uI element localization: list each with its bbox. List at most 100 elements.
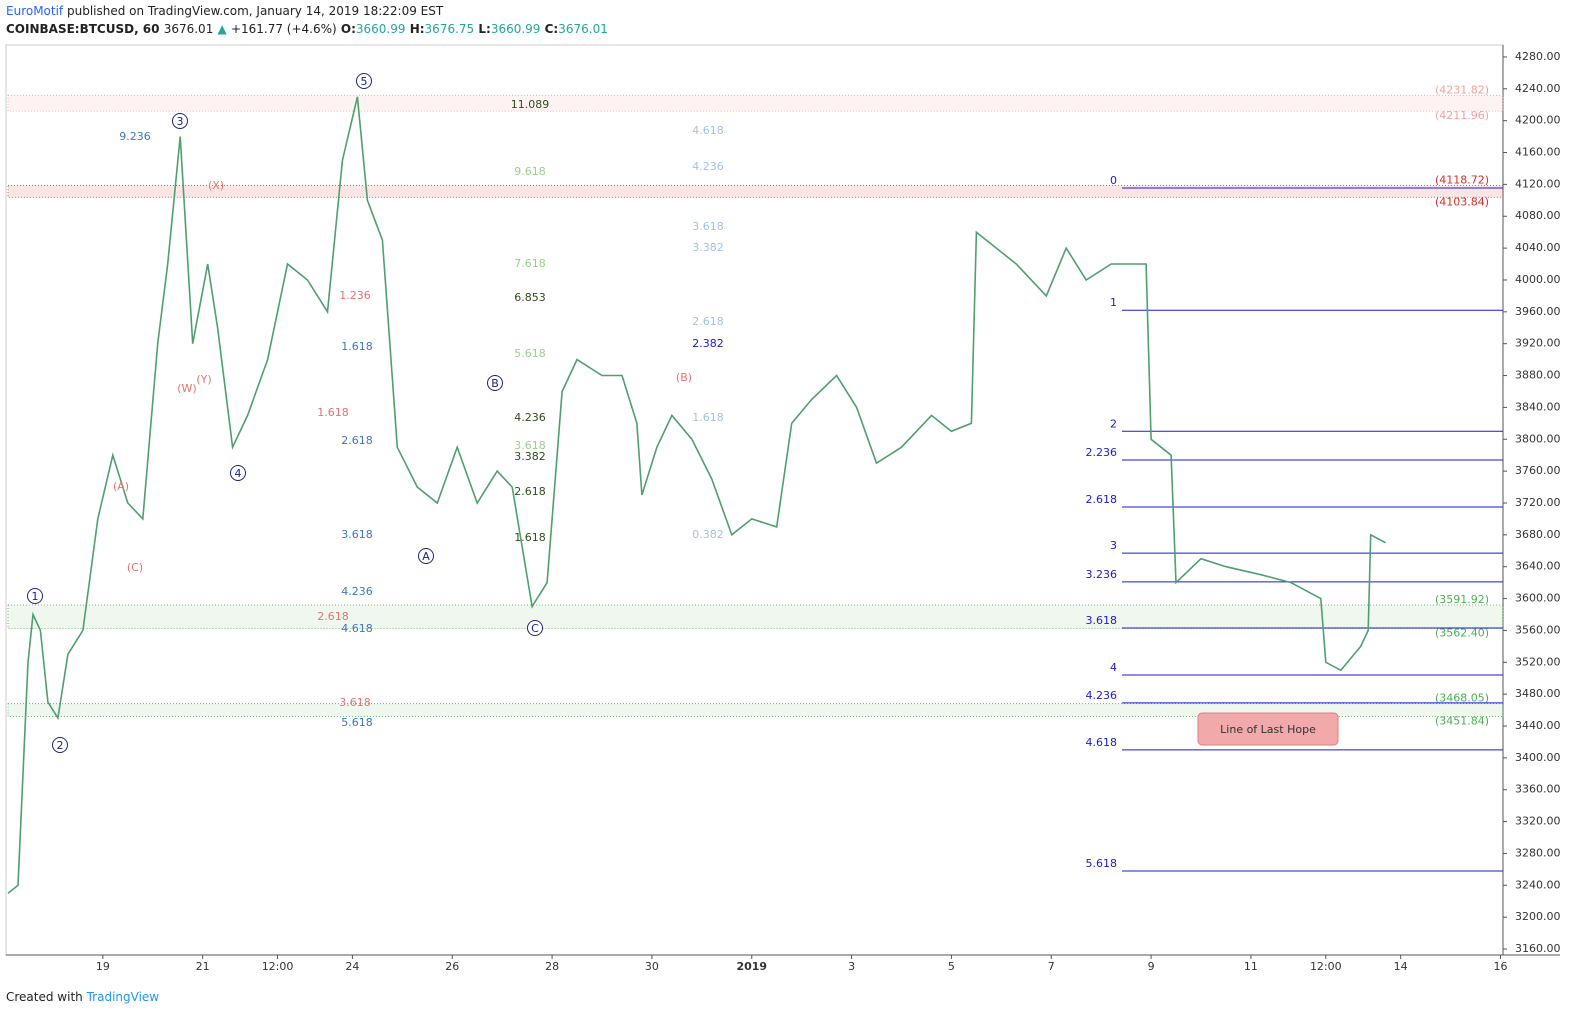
x-tick-label: 5 — [948, 960, 955, 973]
wave-circle — [172, 113, 188, 129]
fib-label: 2.382 — [692, 337, 724, 350]
fib-label: 3.618 — [514, 439, 546, 452]
fib-level-label: 0 — [1110, 174, 1117, 187]
change: +161.77 (+4.6%) — [230, 22, 337, 36]
x-tick-label: 11 — [1244, 960, 1258, 973]
x-tick-label: 12:00 — [1310, 960, 1342, 973]
y-tick-label: 3520.00 — [1515, 655, 1561, 668]
fib-label: 3.618 — [339, 696, 371, 709]
plot-frame — [5, 44, 1504, 956]
x-tick-label: 26 — [445, 960, 459, 973]
symbol: COINBASE:BTCUSD, 60 — [6, 22, 160, 36]
x-tick-label: 3 — [848, 960, 855, 973]
wave-label: 2 — [57, 739, 64, 752]
y-tick-label: 3800.00 — [1515, 432, 1561, 445]
fib-label: 2.618 — [317, 610, 349, 623]
created: Created with — [6, 990, 83, 1004]
fib-level-label: 4.236 — [1086, 689, 1118, 702]
zone-label: (4211.96) — [1435, 109, 1489, 122]
l: 3660.99 — [490, 22, 541, 36]
y-tick-label: 3600.00 — [1515, 592, 1561, 605]
y-tick-label: 4240.00 — [1515, 82, 1561, 95]
fib-level-label: 2.236 — [1086, 446, 1118, 459]
wave-circle — [52, 737, 68, 753]
wave-circle — [418, 548, 434, 564]
y-tick-label: 3680.00 — [1515, 528, 1561, 541]
x-tick-label: 9 — [1148, 960, 1155, 973]
y-tick-label: 3240.00 — [1515, 878, 1561, 891]
price-line — [7, 96, 1387, 894]
fib-level-label: 1 — [1110, 296, 1117, 309]
x-tick-label: 12:00 — [262, 960, 294, 973]
fib-label: 5.618 — [341, 716, 373, 729]
fib-label: 1.236 — [339, 289, 371, 302]
fib-label: 3.382 — [692, 241, 724, 254]
h-label: H: — [409, 22, 425, 36]
fib-label: 9.618 — [514, 165, 546, 178]
fib-label: (B) — [676, 371, 692, 384]
y-tick-label: 3480.00 — [1515, 687, 1561, 700]
x-tick-label: 16 — [1494, 960, 1508, 973]
fib-level-label: 3.236 — [1086, 568, 1118, 581]
zone-label: (3562.40) — [1435, 627, 1489, 640]
c: 3676.01 — [558, 22, 608, 36]
fib-label: 3.618 — [692, 220, 724, 233]
fib-level-label: 2.618 — [1086, 493, 1118, 506]
y-tick-label: 3720.00 — [1515, 496, 1561, 509]
fib-label: 0.382 — [692, 528, 724, 541]
fib-label: 7.618 — [514, 257, 546, 270]
zone-label: (3591.92) — [1435, 593, 1489, 606]
fib-label: 4.236 — [692, 160, 724, 173]
y-tick-label: 4040.00 — [1515, 241, 1561, 254]
wave-circle — [356, 73, 372, 89]
fib-label: 2.618 — [692, 315, 724, 328]
zone-label: (4118.72) — [1435, 173, 1489, 186]
header-line: EuroMotif published on TradingView.com, … — [6, 4, 443, 18]
fib-label: 1.618 — [341, 340, 373, 353]
y-tick-label: 4000.00 — [1515, 273, 1561, 286]
y-tick-label: 3560.00 — [1515, 623, 1561, 636]
fib-label: 4.618 — [341, 622, 373, 635]
y-tick-label: 3840.00 — [1515, 400, 1561, 413]
y-tick-label: 3320.00 — [1515, 815, 1561, 828]
zone-label: (3451.84) — [1435, 715, 1489, 728]
fib-label: 1.618 — [514, 531, 546, 544]
fib-label: 9.236 — [119, 130, 151, 143]
y-tick-label: 4120.00 — [1515, 177, 1561, 190]
wave-label: 5 — [361, 75, 368, 88]
x-tick-label: 7 — [1048, 960, 1055, 973]
fib-label: 3.618 — [341, 528, 373, 541]
fib-level-label: 2 — [1110, 417, 1117, 430]
footer: Created with TradingView — [6, 990, 159, 1004]
o-label: O: — [340, 22, 356, 36]
o: 3660.99 — [355, 22, 406, 36]
fib-level-label: 3.618 — [1086, 614, 1118, 627]
x-tick-label: 28 — [545, 960, 559, 973]
y-tick-label: 3880.00 — [1515, 369, 1561, 382]
fib-label: 4.236 — [514, 411, 546, 424]
y-tick-label: 4080.00 — [1515, 209, 1561, 222]
fib-level-label: 5.618 — [1086, 857, 1118, 870]
symbol-line: COINBASE:BTCUSD, 60 3676.01 ▲ +161.77 (+… — [6, 22, 608, 36]
y-tick-label: 3920.00 — [1515, 337, 1561, 350]
fib-level-label: 4 — [1110, 661, 1117, 674]
published: published on TradingView.com, January 14… — [63, 4, 444, 18]
fib-label: 1.618 — [692, 411, 724, 424]
y-tick-label: 4280.00 — [1515, 50, 1561, 63]
wave-circle — [487, 375, 503, 391]
fib-label: 3.382 — [514, 450, 546, 463]
fib-label: 2.618 — [514, 485, 546, 498]
fib-label: 2.618 — [341, 434, 373, 447]
x-tick-label: 24 — [345, 960, 359, 973]
zone — [7, 185, 1504, 198]
wave-label: 1 — [32, 590, 39, 603]
author[interactable]: EuroMotif — [6, 4, 64, 18]
brand[interactable]: TradingView — [86, 990, 160, 1004]
fib-label: (A) — [113, 480, 129, 493]
wave-label: 4 — [235, 467, 242, 480]
fib-label: (C) — [127, 561, 143, 574]
fib-label: 1.618 — [317, 406, 349, 419]
fib-label: 5.618 — [514, 347, 546, 360]
fib-label: (X) — [208, 179, 224, 192]
